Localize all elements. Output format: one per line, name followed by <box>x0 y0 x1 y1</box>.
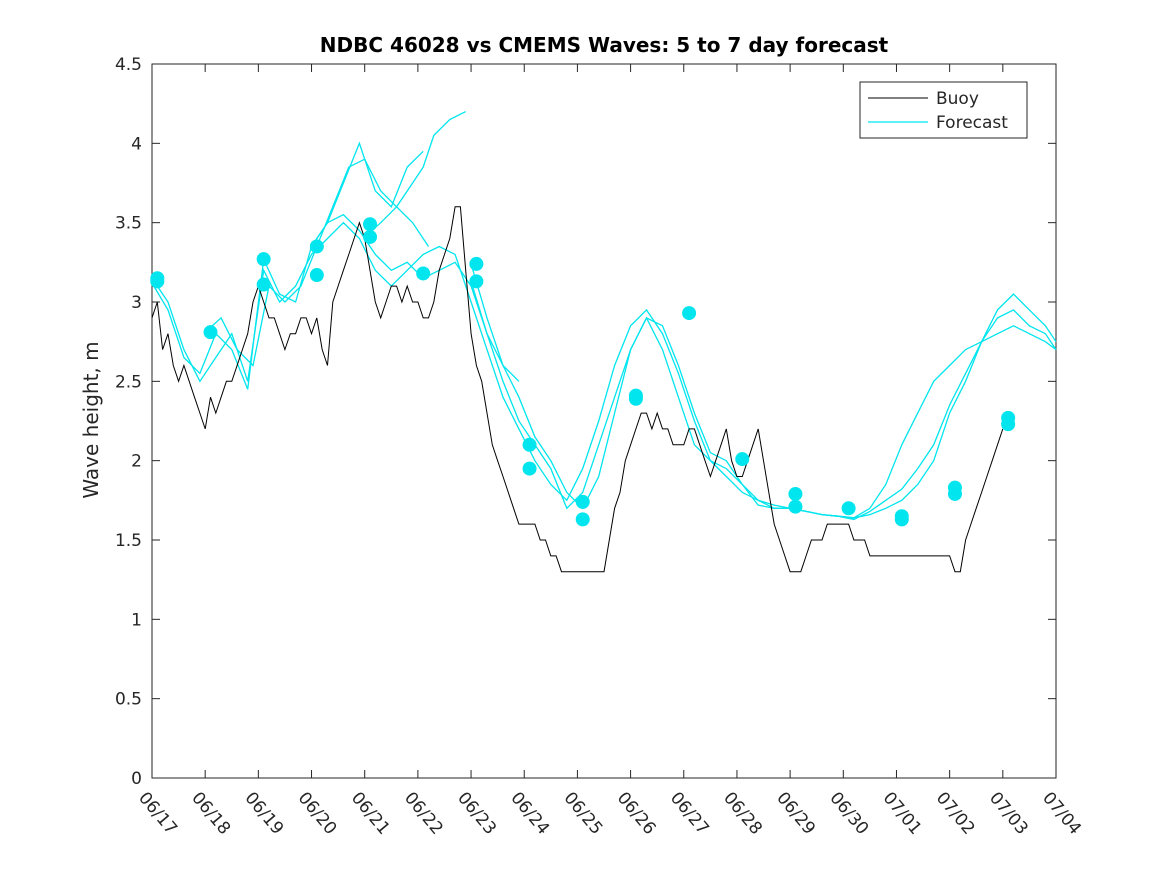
plot-area <box>150 63 1057 779</box>
x-tick-label: 06/24 <box>506 788 553 838</box>
chart-title: NDBC 46028 vs CMEMS Waves: 5 to 7 day fo… <box>320 33 889 57</box>
x-tick-label: 06/28 <box>719 788 766 838</box>
buoy-line <box>151 206 1004 573</box>
x-tick-label: 06/18 <box>187 788 234 838</box>
legend-buoy-label: Buoy <box>936 89 979 109</box>
forecast-marker <box>522 437 537 452</box>
forecast-marker <box>256 277 271 292</box>
forecast-marker <box>788 499 803 514</box>
x-tick-label: 06/19 <box>241 788 288 838</box>
forecast-marker <box>1001 417 1016 432</box>
forecast-line <box>364 111 466 238</box>
y-tick-label: 3.5 <box>115 214 142 234</box>
forecast-marker <box>256 252 271 267</box>
forecast-line <box>151 221 1057 519</box>
x-tick-label: 06/23 <box>453 788 500 838</box>
y-tick-label: 1.5 <box>115 531 142 551</box>
x-tick-label: 07/01 <box>879 788 926 838</box>
y-tick-label: 0.5 <box>115 690 142 710</box>
x-tick-label: 06/27 <box>666 788 713 838</box>
forecast-marker <box>469 256 484 271</box>
legend: Buoy Forecast <box>859 81 1028 139</box>
forecast-line <box>151 213 1057 521</box>
x-tick-label: 06/25 <box>560 788 607 838</box>
x-tick-label: 06/21 <box>347 788 394 838</box>
forecast-marker <box>628 391 643 406</box>
forecast-marker <box>788 486 803 501</box>
x-tick-label: 07/03 <box>985 788 1032 838</box>
y-tick-label: 3 <box>131 293 142 313</box>
forecast-marker <box>682 306 697 321</box>
y-tick-label: 2 <box>131 452 142 472</box>
forecast-marker <box>363 229 378 244</box>
forecast-marker <box>894 512 909 527</box>
forecast-marker <box>947 486 962 501</box>
forecast-marker <box>309 239 324 254</box>
forecast-line <box>310 141 424 247</box>
x-tick-label: 06/20 <box>294 788 341 838</box>
y-axis-label: Wave height, m <box>79 341 103 498</box>
forecast-marker <box>150 274 165 289</box>
forecast-marker <box>841 501 856 516</box>
forecast-marker <box>522 461 537 476</box>
x-tick-label: 06/29 <box>772 788 819 838</box>
x-tick-label: 06/26 <box>613 788 660 838</box>
legend-box <box>859 81 1028 139</box>
forecast-marker <box>309 268 324 283</box>
x-tick-label: 06/30 <box>825 788 872 838</box>
x-tick-label: 07/02 <box>932 788 979 838</box>
y-axis-ticks: 0 0.5 1 1.5 2 2.5 3 3.5 4 4.5 <box>115 55 1056 789</box>
forecast-marker <box>575 494 590 509</box>
forecast-marker <box>575 512 590 527</box>
x-tick-label: 06/22 <box>400 788 447 838</box>
y-tick-label: 2.5 <box>115 372 142 392</box>
y-tick-label: 4 <box>131 134 142 154</box>
legend-forecast-label: Forecast <box>936 113 1008 133</box>
y-tick-label: 1 <box>131 610 142 630</box>
forecast-line <box>470 281 1057 519</box>
y-tick-label: 0 <box>131 769 142 789</box>
axes-box <box>151 63 1057 779</box>
forecast-marker <box>735 452 750 467</box>
forecast-marker <box>416 266 431 281</box>
x-tick-label: 06/17 <box>134 788 181 838</box>
y-tick-label: 4.5 <box>115 55 142 75</box>
forecast-marker <box>363 217 378 232</box>
x-tick-label: 07/04 <box>1038 788 1085 838</box>
forecast-line <box>470 263 520 382</box>
forecast-marker <box>469 274 484 289</box>
forecast-marker <box>203 325 218 340</box>
